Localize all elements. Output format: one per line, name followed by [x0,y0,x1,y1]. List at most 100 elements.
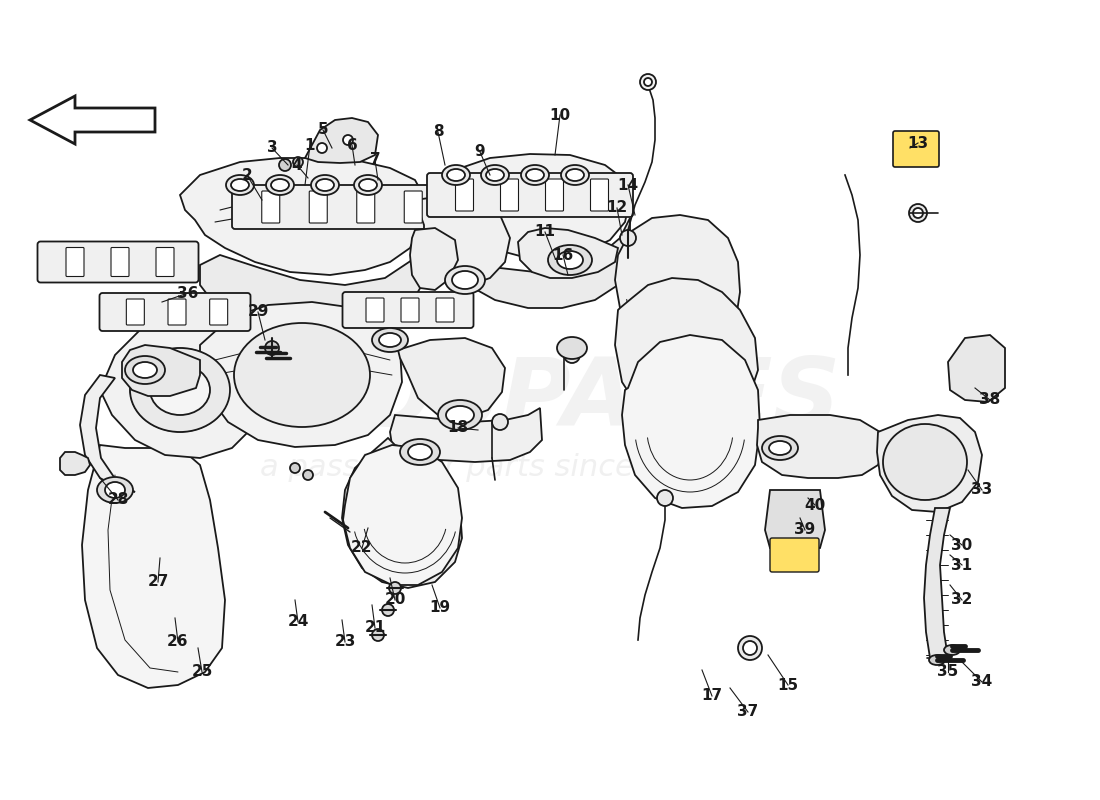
FancyBboxPatch shape [342,292,473,328]
Text: 1: 1 [305,138,316,153]
FancyBboxPatch shape [156,247,174,277]
FancyBboxPatch shape [99,293,251,331]
FancyBboxPatch shape [546,179,563,211]
FancyBboxPatch shape [309,191,328,223]
FancyBboxPatch shape [436,298,454,322]
Polygon shape [398,338,505,418]
Polygon shape [200,302,402,447]
Ellipse shape [354,175,382,195]
Ellipse shape [408,444,432,460]
Circle shape [265,341,279,355]
Ellipse shape [400,439,440,465]
FancyBboxPatch shape [262,191,279,223]
Text: 18: 18 [448,421,469,435]
Circle shape [492,414,508,430]
FancyBboxPatch shape [770,538,820,572]
Ellipse shape [316,179,334,191]
Ellipse shape [452,271,478,289]
Circle shape [620,230,636,246]
Text: 7: 7 [370,153,381,167]
Polygon shape [305,118,378,163]
Ellipse shape [226,175,254,195]
Text: 15: 15 [778,678,799,693]
Text: 31: 31 [952,558,972,573]
Text: 26: 26 [167,634,189,650]
Ellipse shape [266,175,294,195]
Ellipse shape [104,482,125,498]
Polygon shape [343,445,462,585]
Ellipse shape [271,179,289,191]
Ellipse shape [133,362,157,378]
Polygon shape [924,508,950,658]
Text: 23: 23 [334,634,355,650]
Text: 13: 13 [908,135,928,150]
Text: 9: 9 [475,145,485,159]
Text: 39: 39 [794,522,815,538]
Text: 29: 29 [248,305,268,319]
Ellipse shape [944,645,960,655]
Text: 33: 33 [971,482,992,498]
Polygon shape [80,375,135,492]
Ellipse shape [438,400,482,430]
Polygon shape [615,278,758,432]
Text: 11: 11 [535,225,556,239]
FancyBboxPatch shape [37,242,198,282]
FancyBboxPatch shape [500,179,518,211]
FancyBboxPatch shape [168,299,186,325]
FancyBboxPatch shape [111,247,129,277]
Polygon shape [200,240,425,332]
Text: 4: 4 [292,158,302,173]
Circle shape [302,470,313,480]
FancyBboxPatch shape [402,298,419,322]
Text: 38: 38 [979,393,1001,407]
Text: 10: 10 [549,107,571,122]
Ellipse shape [446,266,485,294]
FancyBboxPatch shape [232,185,448,229]
FancyBboxPatch shape [405,191,422,223]
Polygon shape [877,415,982,512]
Text: 28: 28 [108,493,129,507]
Circle shape [644,78,652,86]
Polygon shape [30,96,155,144]
Circle shape [343,135,353,145]
FancyBboxPatch shape [126,299,144,325]
Ellipse shape [97,477,133,503]
Circle shape [279,159,292,171]
FancyBboxPatch shape [591,179,608,211]
Polygon shape [764,490,825,548]
Circle shape [657,490,673,506]
Polygon shape [446,218,630,308]
Ellipse shape [762,436,798,460]
Text: 2: 2 [242,167,252,182]
Ellipse shape [561,165,588,185]
FancyBboxPatch shape [893,131,939,167]
Polygon shape [390,408,542,462]
Polygon shape [100,318,265,458]
Circle shape [317,143,327,153]
Text: 35: 35 [937,665,958,679]
Polygon shape [415,195,510,285]
Ellipse shape [557,251,583,269]
FancyBboxPatch shape [210,299,228,325]
Ellipse shape [566,169,584,181]
Text: 17: 17 [702,689,723,703]
Circle shape [909,204,927,222]
Text: 37: 37 [737,705,759,719]
Ellipse shape [481,165,509,185]
Text: a passion for parts since 1985: a passion for parts since 1985 [260,454,720,482]
Ellipse shape [150,365,210,415]
Ellipse shape [372,328,408,352]
Polygon shape [948,335,1005,402]
Text: 30: 30 [952,538,972,553]
FancyBboxPatch shape [427,173,632,217]
Text: 5: 5 [318,122,328,138]
Circle shape [738,636,762,660]
Text: 32: 32 [952,593,972,607]
Text: 34: 34 [971,674,992,690]
Ellipse shape [557,337,587,359]
Ellipse shape [311,175,339,195]
Text: 36: 36 [177,286,199,301]
Circle shape [293,157,303,167]
Ellipse shape [521,165,549,185]
Polygon shape [342,438,462,588]
